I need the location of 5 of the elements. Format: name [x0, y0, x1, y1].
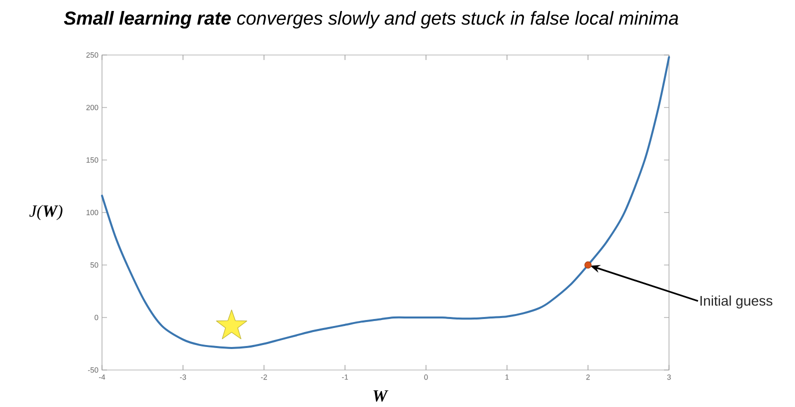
line-series — [101, 56, 670, 349]
annotation: Initial guess — [700, 296, 772, 308]
x-axis-title: W — [373, 390, 388, 402]
chart-title: Small learning rate converges slowly and gets stuck in false local minima — [64, 11, 678, 29]
y-axis-title: J(W) — [29, 204, 62, 220]
